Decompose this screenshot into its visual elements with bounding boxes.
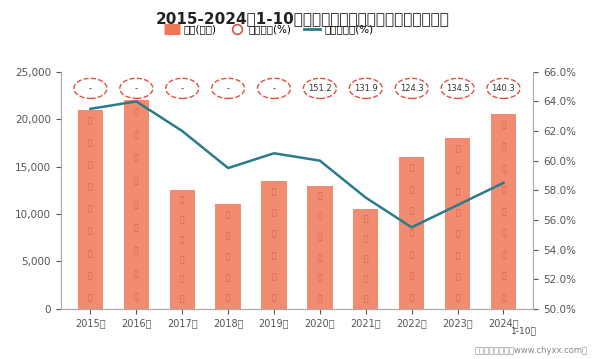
Bar: [124, 100, 149, 309]
Text: 债: 债: [364, 215, 368, 224]
Text: 债: 债: [318, 191, 322, 200]
Text: 债: 债: [501, 121, 506, 130]
Text: 债: 债: [501, 164, 506, 173]
Text: -: -: [227, 84, 230, 93]
Text: 债: 债: [455, 187, 460, 196]
Text: 债: 债: [88, 205, 93, 214]
Text: 债: 债: [455, 294, 460, 303]
Text: 债: 债: [88, 160, 93, 169]
Legend: 负债(亿元), 产权比率(%), 资产负债率(%): 负债(亿元), 产权比率(%), 资产负债率(%): [160, 20, 378, 38]
Text: 134.5: 134.5: [445, 84, 470, 93]
Text: 债: 债: [455, 144, 460, 153]
Text: 债: 债: [226, 231, 230, 240]
Text: 债: 债: [410, 185, 414, 194]
Text: 债: 债: [180, 255, 184, 264]
Text: 债: 债: [134, 293, 139, 302]
Text: 债: 债: [134, 154, 139, 163]
Text: 债: 债: [410, 228, 414, 237]
Text: 债: 债: [226, 210, 230, 219]
Text: 债: 债: [271, 294, 276, 303]
Bar: [78, 110, 103, 309]
Text: 124.3: 124.3: [400, 84, 424, 93]
Text: 债: 债: [134, 130, 139, 140]
Text: 债: 债: [501, 186, 506, 195]
Text: -: -: [135, 84, 138, 93]
Text: 151.2: 151.2: [308, 84, 331, 93]
Text: 债: 债: [455, 230, 460, 239]
Text: 债: 债: [134, 223, 139, 232]
Text: 债: 债: [180, 294, 184, 303]
Text: 债: 债: [455, 208, 460, 217]
Text: 债: 债: [271, 272, 276, 281]
Bar: [445, 138, 470, 309]
Text: 债: 债: [501, 142, 506, 151]
Text: 债: 债: [226, 294, 230, 303]
Text: 140.3: 140.3: [491, 84, 515, 93]
Text: 债: 债: [134, 200, 139, 209]
Text: 债: 债: [501, 293, 506, 302]
Text: 债: 债: [410, 272, 414, 281]
Text: 债: 债: [455, 165, 460, 174]
Text: 制图：智研咋询（www.chyxx.com）: 制图：智研咋询（www.chyxx.com）: [475, 346, 588, 355]
Text: 债: 债: [455, 251, 460, 260]
Text: 债: 债: [180, 275, 184, 284]
Text: 1-10月: 1-10月: [511, 327, 537, 336]
Text: 债: 债: [88, 271, 93, 280]
Bar: [170, 190, 195, 309]
Text: 债: 债: [318, 212, 322, 221]
Text: 债: 债: [134, 107, 139, 116]
Text: 债: 债: [410, 163, 414, 172]
Text: 债: 债: [410, 250, 414, 259]
Bar: [399, 157, 424, 309]
Text: 债: 债: [364, 274, 368, 283]
Bar: [216, 205, 241, 309]
Text: 债: 债: [364, 234, 368, 243]
Text: 债: 债: [364, 294, 368, 303]
Text: 债: 债: [410, 293, 414, 302]
Text: 债: 债: [180, 215, 184, 224]
Text: 债: 债: [88, 293, 93, 302]
Bar: [261, 181, 287, 309]
Text: 债: 债: [501, 229, 506, 238]
Text: 债: 债: [271, 187, 276, 196]
Bar: [353, 209, 378, 309]
Text: 债: 债: [180, 235, 184, 244]
Text: 债: 债: [455, 272, 460, 281]
Text: -: -: [273, 84, 276, 93]
Text: 债: 债: [180, 196, 184, 205]
Text: 债: 债: [88, 116, 93, 125]
Text: 债: 债: [501, 207, 506, 216]
Text: 债: 债: [134, 246, 139, 255]
Text: 债: 债: [318, 274, 322, 283]
Text: -: -: [89, 84, 92, 93]
Text: 债: 债: [318, 294, 322, 303]
Text: 2015-2024年1-10月石油和天然气开采业企业负债统计图: 2015-2024年1-10月石油和天然气开采业企业负债统计图: [156, 11, 450, 26]
Text: 债: 债: [226, 273, 230, 282]
Text: 债: 债: [88, 183, 93, 192]
Text: 债: 债: [271, 230, 276, 239]
Text: 债: 债: [501, 250, 506, 259]
Text: 债: 债: [364, 255, 368, 264]
Text: 债: 债: [318, 253, 322, 262]
Text: 131.9: 131.9: [354, 84, 378, 93]
Text: 债: 债: [410, 207, 414, 216]
Text: -: -: [181, 84, 184, 93]
Text: 债: 债: [271, 251, 276, 260]
Text: 债: 债: [88, 249, 93, 258]
Bar: [491, 115, 516, 309]
Text: 债: 债: [134, 177, 139, 186]
Bar: [307, 186, 333, 309]
Text: 债: 债: [271, 208, 276, 217]
Text: 债: 债: [226, 252, 230, 261]
Text: 债: 债: [88, 138, 93, 148]
Text: 债: 债: [134, 270, 139, 279]
Text: 债: 债: [318, 232, 322, 241]
Text: 债: 债: [88, 227, 93, 236]
Text: 债: 债: [501, 272, 506, 281]
